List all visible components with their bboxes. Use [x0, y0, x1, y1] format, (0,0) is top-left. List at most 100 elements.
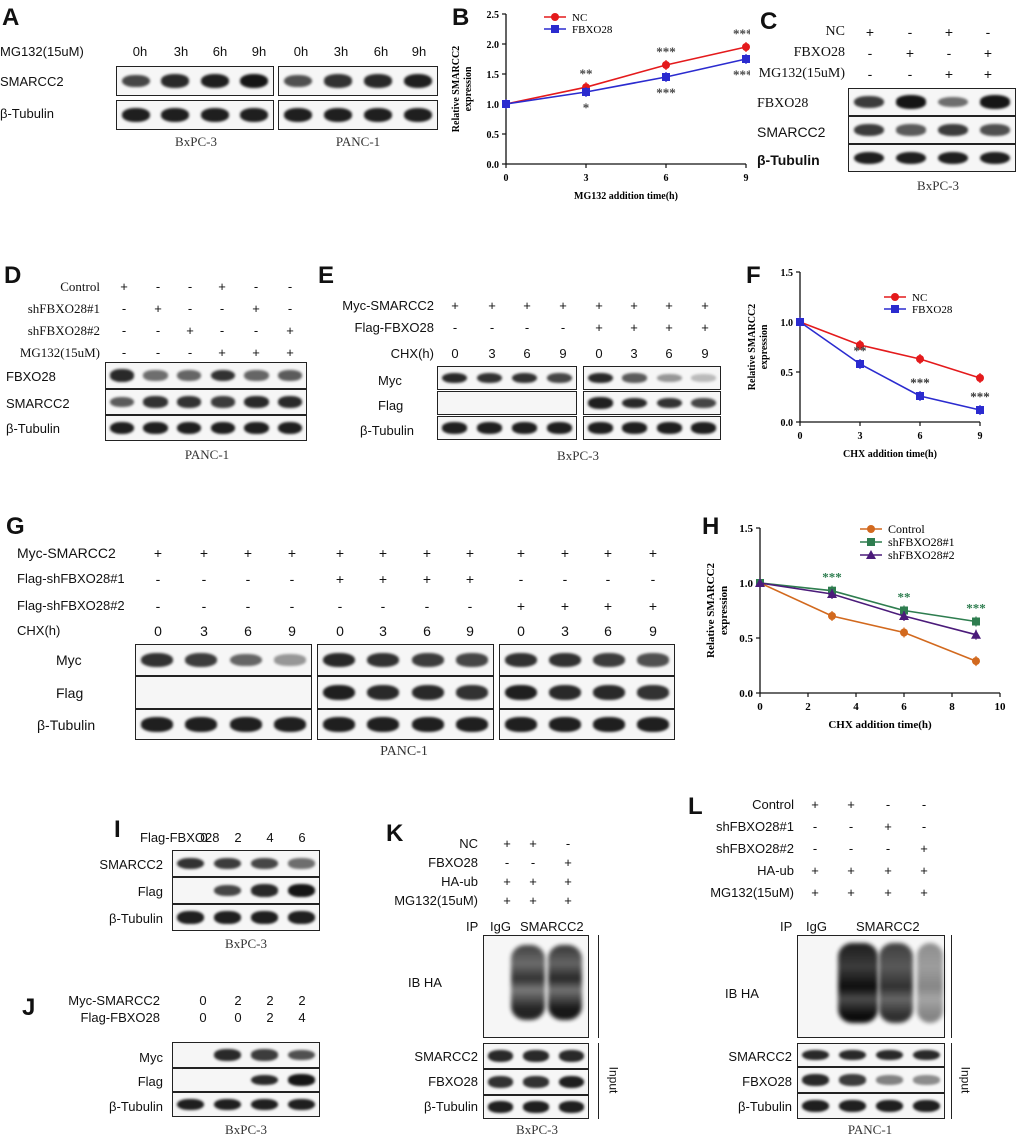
- panel-letter-k: K: [386, 820, 404, 847]
- condition-label: NC: [825, 24, 845, 39]
- blot-band: [177, 911, 204, 924]
- condition-sign: 6: [604, 623, 612, 639]
- blot-band: [691, 374, 717, 382]
- condition-label: FBXO28: [793, 45, 845, 60]
- condition-label: Flag-shFBXO28#2: [17, 598, 125, 613]
- condition-sign: +: [529, 874, 537, 889]
- condition-sign: -: [289, 598, 295, 614]
- blot-band: [511, 372, 538, 384]
- significance-label: ***: [656, 44, 676, 59]
- blot-band: [141, 717, 174, 732]
- panel-letter-j: J: [22, 994, 36, 1021]
- data-point-NC: [662, 61, 670, 69]
- x-tick-label: 0: [504, 173, 509, 184]
- blot-band: [593, 653, 625, 667]
- significance-label: **: [898, 590, 911, 605]
- y-tick-label: 1.0: [487, 100, 500, 111]
- data-point-FBXO28: [502, 100, 510, 108]
- blot-band: [637, 653, 669, 667]
- condition-sign: +: [595, 320, 603, 335]
- legend-marker: [867, 538, 875, 546]
- condition-sign: 2: [298, 993, 306, 1008]
- data-point-NC: [916, 355, 924, 363]
- condition-sign: +: [488, 298, 496, 313]
- blot-band: [141, 652, 174, 668]
- condition-sign: -: [921, 819, 927, 834]
- condition-sign: +: [811, 885, 819, 900]
- condition-sign: +: [564, 855, 572, 870]
- blot-band: [229, 653, 262, 667]
- ip-label: IP: [466, 919, 479, 934]
- timepoint-label: 0h: [132, 44, 148, 59]
- row-label-myc: Myc: [378, 373, 402, 388]
- significance-label: ***: [822, 570, 842, 585]
- significance-label: ****: [733, 26, 750, 41]
- data-point-FBXO28: [796, 318, 804, 326]
- timepoint-label: 3h: [173, 44, 189, 59]
- blot-band: [549, 685, 581, 700]
- data-point-FBXO28: [662, 73, 670, 81]
- condition-sign: -: [187, 279, 193, 294]
- condition-sign: -: [187, 345, 193, 360]
- blot-band: [210, 422, 235, 434]
- legend-label-NC: NC: [572, 12, 587, 24]
- blot-band: [214, 884, 241, 897]
- condition-sign: +: [516, 598, 526, 614]
- condition-sign: +: [983, 66, 993, 82]
- data-point-NC: [856, 341, 864, 349]
- condition-sign: +: [884, 885, 892, 900]
- condition-sign: +: [218, 279, 226, 294]
- condition-sign: 6: [423, 623, 431, 639]
- y-tick-label: 2.0: [487, 40, 500, 51]
- blot-band: [587, 422, 613, 434]
- data-point-shFBXO28#1: [972, 617, 980, 626]
- ubiquitin-smear: [838, 943, 878, 1023]
- condition-sign: 3: [200, 623, 208, 639]
- condition-sign: +: [983, 45, 993, 61]
- blot-band: [853, 151, 885, 165]
- panel-letter-l: L: [688, 793, 703, 820]
- blot-band: [913, 1049, 940, 1061]
- data-point-Control: [972, 657, 980, 666]
- blot-band: [244, 370, 269, 381]
- panel-letter-c: C: [760, 8, 778, 35]
- condition-sign: +: [630, 320, 638, 335]
- data-point-Control: [900, 628, 908, 637]
- y-tick-label: 1.0: [781, 318, 794, 329]
- blot-band: [143, 370, 168, 381]
- blot-band: [558, 1101, 585, 1113]
- condition-sign: -: [565, 836, 571, 851]
- blot-e-flag-left: [437, 391, 577, 415]
- condition-sign: -: [489, 320, 495, 335]
- panel-letter-a: A: [2, 4, 20, 31]
- condition-label: FBXO28: [428, 855, 478, 870]
- condition-sign: -: [287, 301, 293, 316]
- condition-sign: 2: [266, 993, 274, 1008]
- condition-sign: 0: [154, 623, 162, 639]
- ip-lane-smarcc2: SMARCC2: [520, 919, 584, 934]
- dose-label: 0: [200, 830, 208, 845]
- cell-line-label: PANC-1: [380, 744, 428, 759]
- timepoint-label: 0h: [293, 44, 309, 59]
- blot-band: [229, 717, 262, 732]
- condition-sign: 9: [288, 623, 296, 639]
- chart-b: 0.0 0.5 1.0 1.5 2.0 2.5 0 3 6 9 MG132 addition tim…: [451, 10, 750, 202]
- blot-band: [363, 108, 393, 122]
- condition-sign: -: [946, 45, 952, 61]
- row-label-flag: Flag: [56, 685, 84, 701]
- dose-label: 6: [298, 830, 306, 845]
- blot-band: [505, 684, 537, 701]
- condition-sign: +: [465, 571, 475, 587]
- blot-band: [455, 653, 488, 667]
- blot-band: [288, 1074, 315, 1086]
- condition-sign: -: [287, 279, 293, 294]
- blot-band: [251, 884, 278, 897]
- cell-line-label: PANC-1: [335, 134, 381, 149]
- blot-band: [121, 74, 150, 88]
- blot-band: [363, 74, 393, 88]
- row-label-smarcc2: SMARCC2: [0, 74, 64, 89]
- series-line-Control: [759, 582, 977, 662]
- row-label-tubulin: β-Tubulin: [109, 911, 163, 926]
- legend-marker: [866, 550, 876, 559]
- condition-sign: 3: [379, 623, 387, 639]
